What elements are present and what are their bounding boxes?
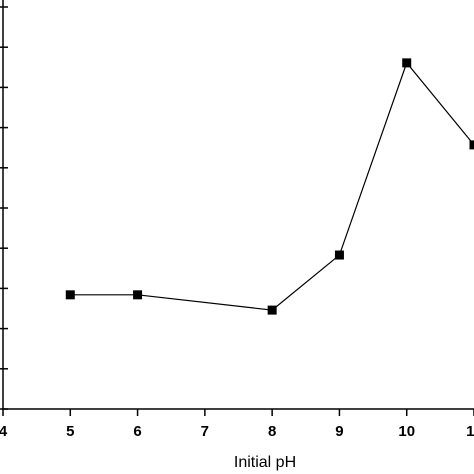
x-tick-label: 7 <box>201 423 209 440</box>
data-point <box>334 250 344 260</box>
x-tick-label: 9 <box>335 423 343 440</box>
data-point <box>65 290 75 300</box>
x-tick-label: 8 <box>268 423 276 440</box>
data-line <box>70 61 474 311</box>
data-point <box>133 290 143 300</box>
x-axis-title: Initial pH <box>234 454 296 471</box>
data-point <box>402 58 412 68</box>
x-tick-label: 4 <box>0 423 8 440</box>
x-tick-label: 5 <box>66 423 74 440</box>
x-tick-label: 10 <box>398 423 415 440</box>
x-tick-label: 6 <box>133 423 141 440</box>
data-point <box>469 140 474 150</box>
x-tick-label: 11 <box>466 423 474 440</box>
data-point <box>267 305 277 315</box>
